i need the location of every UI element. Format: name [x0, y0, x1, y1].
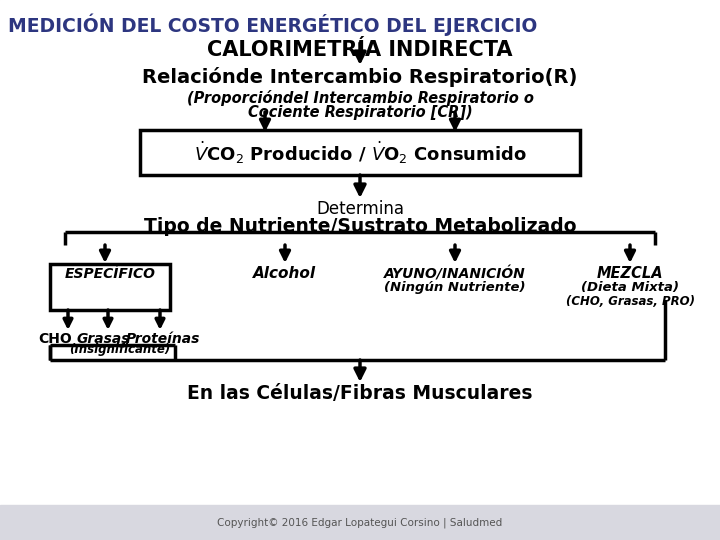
FancyBboxPatch shape: [50, 264, 170, 310]
Text: (Proporcióndel Intercambio Respiratorio o: (Proporcióndel Intercambio Respiratorio …: [186, 90, 534, 106]
Text: (CHO, Grasas, PRO): (CHO, Grasas, PRO): [565, 295, 695, 308]
Text: En las Células/Fibras Musculares: En las Células/Fibras Musculares: [187, 384, 533, 403]
Text: MEDICIÓN DEL COSTO ENERGÉTICO DEL EJERCICIO: MEDICIÓN DEL COSTO ENERGÉTICO DEL EJERCI…: [8, 13, 537, 36]
Bar: [0, 505, 720, 540]
Text: AYUNO/INANICIÓN: AYUNO/INANICIÓN: [384, 266, 526, 281]
Text: $\dot{V}$CO$_2$ Producido / $\dot{V}$O$_2$ Consumido: $\dot{V}$CO$_2$ Producido / $\dot{V}$O$_…: [194, 140, 526, 166]
Text: ESPECÍFICO: ESPECÍFICO: [65, 267, 156, 281]
Text: Proteínas: Proteínas: [126, 332, 200, 346]
Text: Tipo de Nutriente/Sustrato Metabolizado: Tipo de Nutriente/Sustrato Metabolizado: [144, 217, 576, 236]
Text: MEZCLA: MEZCLA: [597, 266, 663, 281]
Text: CALORIMETRÍA INDIRECTA: CALORIMETRÍA INDIRECTA: [207, 40, 513, 60]
Text: (Dieta Mixta): (Dieta Mixta): [581, 281, 679, 294]
Text: (Insignificante): (Insignificante): [69, 343, 171, 356]
FancyBboxPatch shape: [140, 130, 580, 175]
Text: Copyright© 2016 Edgar Lopategui Corsino | Saludmed: Copyright© 2016 Edgar Lopategui Corsino …: [217, 518, 503, 528]
Text: Cociente Respiratorio [CR]): Cociente Respiratorio [CR]): [248, 105, 472, 120]
Text: (Ningún Nutriente): (Ningún Nutriente): [384, 281, 526, 294]
Text: Grasas: Grasas: [76, 332, 130, 346]
Text: Alcohol: Alcohol: [253, 266, 317, 281]
Text: Determina: Determina: [316, 200, 404, 218]
Text: CHO: CHO: [38, 332, 72, 346]
Text: Relaciónde Intercambio Respiratorio(R): Relaciónde Intercambio Respiratorio(R): [143, 67, 577, 87]
